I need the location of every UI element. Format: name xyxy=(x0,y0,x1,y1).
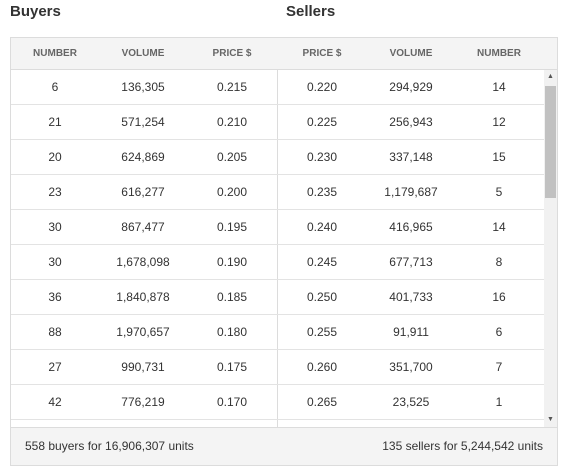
cell-buyers-volume: 1,840,878 xyxy=(116,290,170,304)
cell-sellers-price: 0.235 xyxy=(306,185,338,199)
cell-sellers-price: 0.240 xyxy=(306,220,338,234)
cell-sellers-number: 12 xyxy=(492,115,506,129)
cell-sellers-number xyxy=(455,420,543,427)
cell-sellers-number: 15 xyxy=(492,150,506,164)
cell-buyers-volume: 616,277 xyxy=(121,185,165,199)
cell-buyers-volume xyxy=(99,420,187,427)
cell-buyers-volume: 776,219 xyxy=(121,395,165,409)
cell-buyers-price: 0.180 xyxy=(216,325,248,339)
cell-buyers-number: 36 xyxy=(48,290,62,304)
column-header-buyers-number: NUMBER xyxy=(33,48,77,59)
cell-sellers-volume: 351,700 xyxy=(389,360,433,374)
table-row: 88 1,970,657 0.180 0.255 91,911 6 xyxy=(11,315,544,350)
column-header-sellers-number: NUMBER xyxy=(477,48,521,59)
scroll-down-arrow-icon[interactable]: ▼ xyxy=(547,416,554,423)
cell-sellers-volume: 677,713 xyxy=(389,255,433,269)
cell-sellers-number: 7 xyxy=(495,360,503,374)
cell-sellers-number: 16 xyxy=(492,290,506,304)
table-row: 23 616,277 0.200 0.235 1,179,687 5 xyxy=(11,175,544,210)
cell-buyers-volume: 867,477 xyxy=(121,220,165,234)
cell-sellers-volume: 416,965 xyxy=(389,220,433,234)
cell-buyers-volume: 1,678,098 xyxy=(116,255,170,269)
cell-sellers-number: 1 xyxy=(495,395,503,409)
column-header-sellers-price: PRICE $ xyxy=(302,48,342,59)
cell-buyers-price: 0.170 xyxy=(216,395,248,409)
sellers-summary: 135 sellers for 5,244,542 units xyxy=(382,439,543,453)
cell-buyers-volume: 990,731 xyxy=(121,360,165,374)
table-footer: 558 buyers for 16,906,307 units 135 sell… xyxy=(11,427,557,465)
cell-sellers-volume: 294,929 xyxy=(389,80,433,94)
scroll-up-arrow-icon[interactable]: ▲ xyxy=(547,73,554,80)
cell-sellers-number: 14 xyxy=(492,80,506,94)
cell-sellers-volume: 91,911 xyxy=(393,325,429,339)
table-row: 36 1,840,878 0.185 0.250 401,733 16 xyxy=(11,280,544,315)
cell-sellers-volume: 23,525 xyxy=(392,395,430,409)
scroll-thumb[interactable] xyxy=(545,86,556,198)
cell-sellers-price: 0.225 xyxy=(306,115,338,129)
cell-buyers-number: 20 xyxy=(48,150,62,164)
cell-buyers-number xyxy=(11,420,99,427)
cell-buyers-number: 27 xyxy=(48,360,62,374)
table-row: 27 990,731 0.175 0.260 351,700 7 xyxy=(11,350,544,385)
cell-sellers-volume: 256,943 xyxy=(389,115,433,129)
cell-buyers-volume: 1,970,657 xyxy=(116,325,170,339)
cell-buyers-price: 0.195 xyxy=(216,220,248,234)
cell-buyers-price: 0.205 xyxy=(216,150,248,164)
cell-buyers-price: 0.175 xyxy=(216,360,248,374)
cell-buyers-volume: 136,305 xyxy=(121,80,165,94)
sellers-title: Sellers xyxy=(286,3,336,20)
buyers-title: Buyers xyxy=(10,3,61,20)
cell-buyers-price xyxy=(187,420,277,427)
cell-buyers-number: 6 xyxy=(51,80,59,94)
table-body[interactable]: 6 136,305 0.215 0.220 294,929 14 21 571,254 0.21… xyxy=(11,70,544,427)
cell-sellers-price: 0.260 xyxy=(306,360,338,374)
cell-buyers-volume: 571,254 xyxy=(121,115,165,129)
cell-buyers-number: 21 xyxy=(48,115,62,129)
cell-buyers-price: 0.190 xyxy=(216,255,248,269)
table-row: 6 136,305 0.215 0.220 294,929 14 xyxy=(11,70,544,105)
column-header-sellers-volume: VOLUME xyxy=(389,48,433,59)
table-row xyxy=(11,420,544,427)
cell-buyers-number: 88 xyxy=(48,325,62,339)
cell-sellers-number: 6 xyxy=(495,325,503,339)
column-header-buyers-price: PRICE $ xyxy=(212,48,252,59)
column-header-buyers-volume: VOLUME xyxy=(121,48,165,59)
table-header: NUMBER VOLUME PRICE $ PRICE $ VOLUME NUM… xyxy=(11,38,557,70)
cell-sellers-volume: 401,733 xyxy=(389,290,433,304)
cell-sellers-number: 8 xyxy=(495,255,503,269)
cell-buyers-price: 0.200 xyxy=(216,185,248,199)
cell-buyers-price: 0.210 xyxy=(216,115,248,129)
table-row: 20 624,869 0.205 0.230 337,148 15 xyxy=(11,140,544,175)
market-depth-table: NUMBER VOLUME PRICE $ PRICE $ VOLUME NUM… xyxy=(10,37,558,466)
cell-buyers-price: 0.185 xyxy=(216,290,248,304)
cell-buyers-number: 23 xyxy=(48,185,62,199)
buyers-summary: 558 buyers for 16,906,307 units xyxy=(25,439,194,453)
cell-buyers-number: 30 xyxy=(48,255,62,269)
cell-sellers-volume xyxy=(367,420,455,427)
table-row: 42 776,219 0.170 0.265 23,525 1 xyxy=(11,385,544,420)
cell-sellers-price: 0.230 xyxy=(306,150,338,164)
table-row: 30 867,477 0.195 0.240 416,965 14 xyxy=(11,210,544,245)
cell-sellers-volume: 1,179,687 xyxy=(384,185,438,199)
cell-sellers-number: 14 xyxy=(492,220,506,234)
cell-sellers-number: 5 xyxy=(495,185,503,199)
table-row: 21 571,254 0.210 0.225 256,943 12 xyxy=(11,105,544,140)
cell-sellers-volume: 337,148 xyxy=(389,150,433,164)
cell-sellers-price: 0.250 xyxy=(306,290,338,304)
table-row: 30 1,678,098 0.190 0.245 677,713 8 xyxy=(11,245,544,280)
cell-sellers-price xyxy=(277,420,367,427)
cell-buyers-volume: 624,869 xyxy=(121,150,165,164)
cell-buyers-price: 0.215 xyxy=(216,80,248,94)
cell-buyers-number: 42 xyxy=(48,395,62,409)
cell-sellers-price: 0.245 xyxy=(306,255,338,269)
table-scrollbar[interactable]: ▲ ▼ xyxy=(544,70,557,427)
cell-sellers-price: 0.220 xyxy=(306,80,338,94)
buyers-sellers-divider xyxy=(277,70,278,427)
cell-sellers-price: 0.265 xyxy=(306,395,338,409)
cell-sellers-price: 0.255 xyxy=(306,325,338,339)
cell-buyers-number: 30 xyxy=(48,220,62,234)
